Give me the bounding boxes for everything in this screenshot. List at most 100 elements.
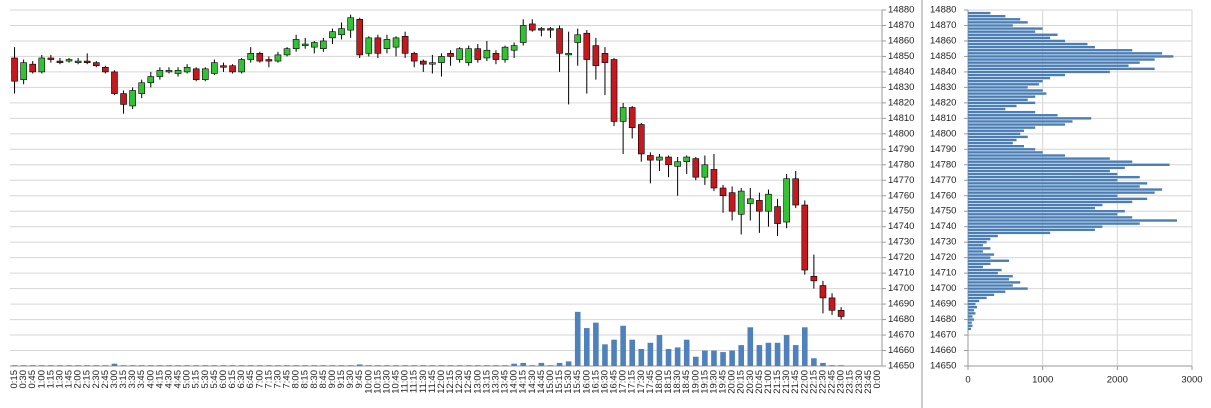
- candle-body: [320, 40, 327, 49]
- profile-bar: [968, 197, 1148, 201]
- y-tick-label: 14720: [930, 252, 956, 263]
- y-tick-label: 14700: [930, 283, 956, 294]
- candle-body: [728, 192, 736, 212]
- x-tick-label: 22:45: [827, 370, 838, 394]
- profile-bar: [968, 24, 1013, 27]
- volume-bar: [193, 365, 200, 367]
- candle-body: [147, 76, 155, 84]
- candle-body: [111, 71, 118, 94]
- volume-bar: [729, 350, 735, 366]
- candle-body: [674, 161, 681, 167]
- volume-bar: [48, 365, 54, 367]
- profile-bar: [968, 163, 1170, 166]
- y-tick-label: 14760: [888, 190, 914, 201]
- profile-bar: [968, 166, 1125, 170]
- y-tick-label: 14810: [888, 113, 914, 124]
- volume-bar: [66, 365, 72, 367]
- volume-bar: [511, 363, 517, 366]
- candle-body: [683, 156, 691, 162]
- volume-bar: [765, 342, 772, 366]
- candle-body: [220, 65, 227, 68]
- profile-bar: [968, 309, 974, 312]
- volume-bar: [429, 365, 436, 367]
- profile-bar: [968, 21, 1028, 24]
- volume-bar: [347, 365, 354, 367]
- x-tick-label: 9:30: [345, 370, 356, 389]
- y-tick-label: 14710: [888, 268, 914, 279]
- candle-body: [583, 32, 591, 60]
- profile-bar: [968, 296, 987, 300]
- y-tick-label: 14820: [930, 97, 956, 108]
- volume-bar: [402, 365, 408, 367]
- x-tick-label: 20:00: [727, 370, 738, 394]
- candle-body: [610, 59, 618, 122]
- volume-bar: [320, 365, 327, 367]
- volume-bar: [502, 365, 508, 367]
- candle-body: [329, 31, 336, 39]
- x-tick-label: 23:30: [854, 370, 865, 394]
- candle-body: [474, 48, 482, 60]
- candle-body: [156, 70, 164, 77]
- y-tick-label: 14730: [930, 237, 956, 248]
- profile-bar: [968, 135, 1028, 139]
- x-tick-label: 19:00: [690, 370, 701, 394]
- x-tick-label: 1:45: [64, 370, 75, 389]
- candle-body: [574, 34, 582, 43]
- profile-bar: [968, 86, 1028, 89]
- y-tick-label: 14770: [930, 175, 956, 186]
- profile-bar: [968, 302, 976, 306]
- profile-bar: [968, 256, 991, 259]
- profile-bar: [968, 321, 972, 324]
- candle-body: [29, 63, 37, 73]
- volume-bar: [384, 365, 390, 367]
- profile-bar: [968, 151, 1043, 154]
- profile-bar: [968, 126, 1036, 129]
- profile-bar: [968, 58, 1155, 61]
- x-tick-label: 20:45: [754, 370, 765, 394]
- profile-bar: [968, 200, 1133, 204]
- volume-bar: [756, 345, 763, 366]
- y-tick-label: 14850: [888, 51, 914, 62]
- candle-body: [774, 206, 781, 224]
- volume-bar: [57, 365, 63, 367]
- volume-bar: [593, 322, 599, 366]
- x-tick-label: 23:45: [863, 370, 874, 394]
- candle-body: [229, 65, 236, 73]
- y-tick-label: 14880: [888, 5, 914, 16]
- volume-bar: [547, 365, 554, 367]
- volume-bar: [811, 358, 817, 366]
- volume-bar: [574, 311, 581, 366]
- candle-body: [647, 155, 654, 161]
- profile-bar: [968, 76, 1051, 80]
- profile-bar: [968, 55, 1174, 58]
- y-tick-label: 14880: [930, 5, 956, 16]
- x-tick-label: 16:30: [599, 370, 610, 394]
- x-tick-label: 10:45: [391, 370, 402, 394]
- x-tick-label: 10:00: [363, 370, 374, 394]
- candle-body: [756, 200, 763, 212]
- candle-body: [637, 124, 645, 155]
- candle-body: [238, 59, 245, 73]
- profile-bar: [968, 262, 991, 266]
- x-tick-label: 16:15: [590, 370, 601, 394]
- candle-body: [301, 43, 309, 46]
- profile-bar: [968, 148, 1036, 151]
- x-tick-label: 17:15: [627, 370, 638, 394]
- y-tick-label: 14820: [888, 97, 914, 108]
- profile-bar: [968, 206, 1095, 210]
- volume-bar: [656, 335, 663, 366]
- candle-body: [265, 59, 273, 62]
- profile-bar: [968, 95, 1036, 98]
- profile-bar: [968, 27, 1043, 30]
- x-tick-label: 3:30: [127, 370, 138, 389]
- profile-bar: [968, 191, 1155, 194]
- profile-bar: [968, 312, 976, 315]
- profile-bar: [968, 52, 1163, 55]
- x-tick-label: 4:45: [173, 370, 184, 389]
- profile-bar: [968, 89, 1043, 92]
- candle-body: [165, 70, 173, 73]
- x-tick-label: 6:00: [218, 370, 229, 389]
- candle-body: [283, 48, 291, 56]
- candle-body: [765, 193, 772, 212]
- candle-body: [211, 62, 218, 74]
